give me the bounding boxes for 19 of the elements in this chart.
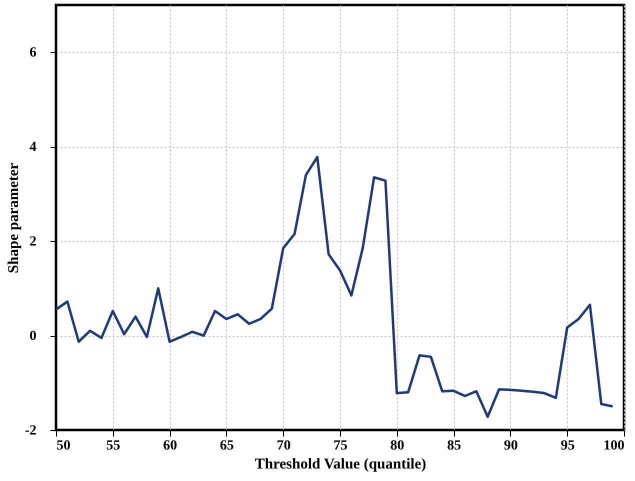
x-tick-label: 85: [447, 438, 462, 454]
x-tick-label: 95: [560, 438, 575, 454]
x-tick-label: 65: [220, 438, 234, 454]
y-tick-label: 0: [30, 329, 36, 344]
x-tick-label: 50: [56, 438, 70, 454]
y-tick-label: 6: [30, 46, 36, 61]
x-tick-label: 60: [163, 438, 178, 454]
line-series: [54, 156, 614, 418]
x-tick-label: 75: [334, 438, 348, 454]
y-axis-title: Shape parameter: [6, 162, 22, 274]
x-tick-label: 100: [604, 438, 624, 454]
x-tick-label: 70: [276, 438, 291, 454]
x-tick-label: 80: [390, 438, 404, 454]
x-axis-title: Threshold Value (quantile): [254, 456, 426, 472]
x-tick-label: 90: [504, 438, 518, 454]
x-tick-label: 55: [106, 438, 120, 454]
y-tick-label: 2: [30, 234, 36, 250]
y-tick-label: 4: [30, 140, 36, 156]
y-tick-label: -2: [24, 424, 36, 438]
